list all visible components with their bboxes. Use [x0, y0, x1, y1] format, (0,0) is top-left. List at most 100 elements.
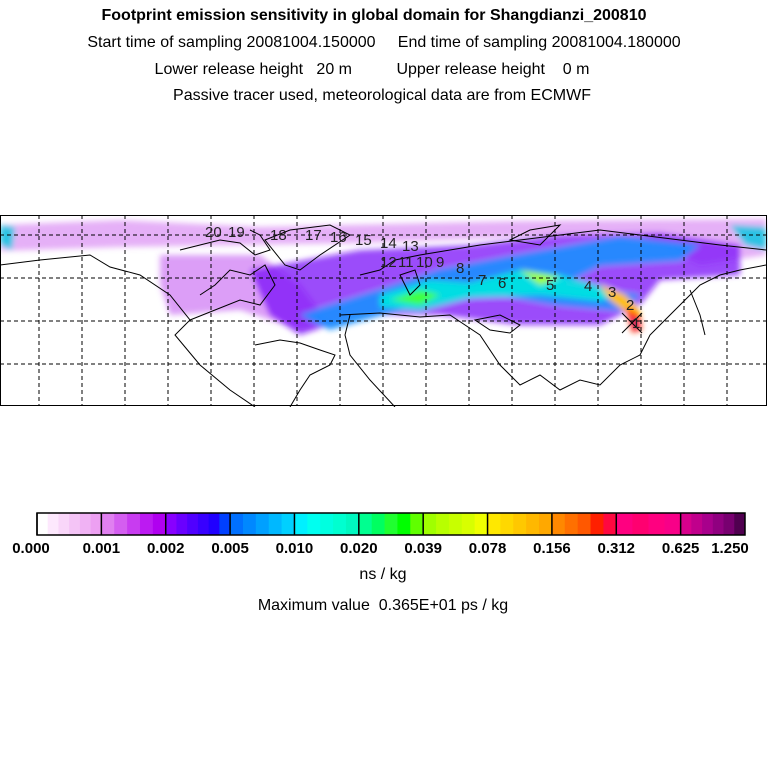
colorbar-cell	[648, 513, 666, 535]
lat-lon-grid	[0, 215, 766, 405]
sampling-times: Start time of sampling 20081004.150000 E…	[87, 34, 681, 51]
footprint-field	[0, 219, 766, 335]
colorbar-cell	[526, 513, 540, 535]
colorbar-cell	[281, 513, 295, 535]
colorbar-cell	[712, 513, 725, 535]
colorbar-cell	[564, 513, 579, 535]
colorbar-cell	[69, 513, 81, 535]
colorbar-cell	[410, 513, 424, 535]
colorbar-cell	[603, 513, 617, 535]
colorbar-frame	[36, 512, 746, 536]
colorbar-cell	[691, 513, 703, 535]
colorbar-cell	[197, 513, 210, 535]
trajectory-label: 18	[270, 227, 287, 244]
plot-title: Footprint emission sensitivity in global…	[101, 7, 647, 24]
colorbar-cell	[500, 513, 514, 535]
trajectory-label: 7	[478, 272, 486, 289]
colorbar-cell	[723, 513, 735, 535]
colorbar-unit: ns / kg	[359, 566, 407, 583]
trajectory-label: 14	[380, 235, 397, 252]
colorbar-tick-label: 0.156	[533, 540, 571, 557]
trajectory-label: 6	[498, 275, 506, 292]
trajectory-label: 1	[632, 315, 640, 332]
colorbar-cell	[101, 513, 115, 535]
tracer-info: Passive tracer used, meteorological data…	[173, 87, 591, 104]
colorbar-cell	[294, 513, 308, 535]
colorbar-cell	[47, 513, 59, 535]
colorbar-cell	[320, 513, 334, 535]
colorbar-cell	[436, 513, 450, 535]
colorbar-tick-label: 0.039	[404, 540, 442, 557]
colorbar-tick-label: 0.020	[340, 540, 378, 557]
maximum-value: Maximum value 0.365E+01 ps / kg	[257, 597, 509, 614]
map-frame	[0, 215, 767, 406]
colorbar-cell	[37, 513, 49, 535]
colorbar-cell	[577, 513, 592, 535]
colorbar-cell	[58, 513, 70, 535]
trajectory-label: 17	[305, 227, 322, 244]
colorbar-tick-label: 0.625	[662, 540, 700, 557]
colorbar-cell	[333, 513, 347, 535]
colorbar-cell	[242, 513, 257, 535]
colorbar-tick-label: 0.010	[276, 540, 314, 557]
colorbar: 0.000 0.001 0.002 0.005 0.010 0.020 0.039 0.078…	[12, 512, 749, 557]
colorbar-cell	[165, 513, 177, 535]
colorbar-cell	[219, 513, 231, 535]
colorbar-cell	[90, 513, 102, 535]
colorbar-cell	[734, 513, 746, 535]
trajectory-label: 13	[402, 238, 419, 255]
colorbar-cell	[474, 513, 489, 535]
colorbar-cell	[384, 513, 398, 535]
colorbar-tick-label: 0.002	[147, 540, 185, 557]
colorbar-cell	[127, 513, 141, 535]
trajectory-label: 16	[330, 229, 347, 246]
colorbar-cell	[176, 513, 188, 535]
trajectory-label: 8	[456, 260, 464, 277]
colorbar-cell	[114, 513, 128, 535]
colorbar-cell	[513, 513, 527, 535]
colorbar-tick-label: 0.078	[469, 540, 507, 557]
colorbar-cell	[680, 513, 692, 535]
colorbar-tick-label: 0.005	[211, 540, 249, 557]
colorbar-cell	[664, 513, 682, 535]
colorbar-cell	[208, 513, 220, 535]
trajectory-label: 15	[355, 232, 372, 249]
colorbar-cell	[448, 513, 463, 535]
colorbar-cell	[461, 513, 476, 535]
colorbar-cell	[139, 513, 154, 535]
colorbar-cell	[397, 513, 411, 535]
trajectory-label: 11	[398, 254, 414, 271]
colorbar-tick-label: 1.250	[711, 540, 749, 557]
colorbar-cell	[423, 513, 437, 535]
trajectory-label: 19	[228, 224, 245, 241]
colorbar-cell	[371, 513, 386, 535]
colorbar-tick-label: 0.001	[83, 540, 121, 557]
colorbar-cell	[702, 513, 714, 535]
colorbar-cell	[268, 513, 283, 535]
trajectory-label: 20	[205, 224, 222, 241]
colorbar-cell	[79, 513, 92, 535]
colorbar-cell	[616, 513, 633, 535]
colorbar-cell	[255, 513, 270, 535]
release-heights: Lower release height 20 m Upper release …	[154, 61, 590, 78]
colorbar-cell	[358, 513, 373, 535]
trajectory-label: 12	[380, 254, 397, 271]
trajectory-label: 9	[436, 254, 444, 271]
colorbar-tick-label: 0.000	[12, 540, 50, 557]
colorbar-cell	[152, 513, 167, 535]
colorbar-cell	[345, 513, 360, 535]
trajectory-label: 2	[626, 297, 634, 314]
trajectory-label: 3	[608, 284, 616, 301]
colorbar-cell	[632, 513, 649, 535]
trajectory-label: 4	[584, 278, 592, 295]
trajectory-label: 5	[546, 277, 554, 294]
colorbar-cell	[307, 513, 321, 535]
receptor-station-marker	[621, 312, 643, 334]
colorbar-cell	[187, 513, 199, 535]
colorbar-cell	[230, 513, 244, 535]
colorbar-cell	[487, 513, 501, 535]
colorbar-cell	[539, 513, 553, 535]
colorbar-cell	[590, 513, 604, 535]
trajectory-label: 10	[416, 254, 433, 271]
